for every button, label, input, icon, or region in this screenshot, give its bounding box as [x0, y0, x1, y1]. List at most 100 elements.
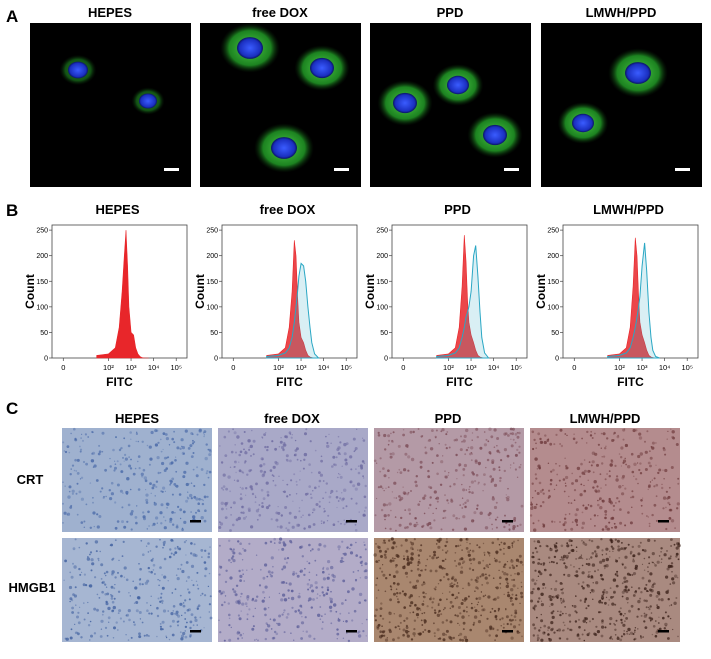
ihc-texture	[601, 558, 606, 563]
ihc-texture	[158, 584, 160, 587]
ihc-texture	[392, 582, 396, 585]
ihc-texture	[621, 582, 624, 585]
ihc-texture	[581, 557, 584, 560]
ihc-texture	[658, 598, 661, 601]
ihc-texture	[308, 485, 312, 488]
ihc-texture	[676, 507, 679, 510]
ihc-texture	[594, 554, 598, 558]
ihc-texture	[345, 461, 348, 464]
ihc-texture	[271, 571, 274, 574]
ihc-texture	[224, 454, 228, 457]
ihc-texture	[391, 439, 394, 442]
ihc-texture	[335, 456, 338, 459]
ihc-texture	[549, 442, 553, 446]
ihc-texture	[453, 578, 457, 582]
ihc-texture	[262, 497, 266, 500]
ihc-texture	[382, 573, 386, 577]
ihc-texture	[496, 628, 499, 632]
ihc-texture	[488, 511, 491, 514]
ihc-texture	[614, 624, 616, 626]
ihc-texture	[565, 475, 569, 480]
ihc-texture	[152, 569, 155, 571]
ihc-texture	[257, 639, 259, 642]
ihc-texture	[556, 473, 559, 476]
ihc-texture	[247, 507, 251, 511]
ihc-texture	[392, 431, 395, 434]
ihc-texture	[263, 607, 267, 611]
ihc-texture	[428, 521, 432, 526]
ihc-texture	[417, 554, 421, 557]
ihc-texture	[493, 483, 498, 487]
ihc-texture	[238, 569, 241, 573]
ihc-texture	[404, 538, 408, 542]
ihc-texture	[468, 490, 471, 494]
ihc-texture	[661, 483, 663, 485]
ihc-texture	[608, 521, 611, 524]
ihc-texture	[315, 503, 319, 506]
ihc-texture	[175, 525, 179, 529]
ihc-texture	[570, 564, 572, 566]
ihc-texture	[339, 497, 342, 500]
ihc-texture	[103, 496, 105, 498]
ihc-texture	[293, 639, 295, 641]
x-tick-label: 10³	[466, 363, 477, 372]
ihc-texture	[537, 432, 541, 436]
ihc-texture	[398, 495, 401, 498]
ihc-texture	[241, 470, 244, 474]
ihc-texture	[181, 614, 183, 617]
ihc-texture	[465, 448, 469, 452]
ihc-texture	[471, 549, 475, 553]
ihc-texture	[257, 508, 260, 511]
ihc-texture	[627, 543, 630, 546]
ihc-texture	[632, 594, 636, 597]
ihc-texture	[207, 552, 211, 555]
ihc-texture	[138, 563, 140, 565]
y-tick-label: 0	[555, 356, 559, 363]
ihc-texture	[426, 524, 430, 527]
ihc-texture	[379, 555, 383, 558]
ihc-texture	[262, 462, 266, 466]
ihc-texture	[80, 521, 84, 524]
ihc-texture	[320, 459, 323, 463]
chart-title: PPD	[444, 202, 471, 217]
ihc-texture	[291, 590, 293, 592]
ihc-texture	[550, 588, 553, 590]
ihc-texture	[419, 609, 422, 611]
ihc-texture	[162, 546, 164, 549]
ihc-texture	[427, 469, 430, 473]
ihc-texture	[456, 478, 458, 480]
ihc-texture	[274, 447, 277, 451]
ihc-texture	[619, 521, 623, 525]
ihc-texture	[195, 497, 199, 501]
chart-title: free DOX	[260, 202, 316, 217]
ihc-texture	[329, 597, 331, 599]
ihc-texture	[64, 559, 67, 563]
ihc-texture	[621, 542, 623, 544]
ihc-texture	[169, 482, 172, 485]
ihc-texture	[424, 446, 427, 449]
ihc-texture	[565, 466, 568, 470]
ihc-texture	[410, 457, 415, 462]
ihc-texture	[651, 552, 655, 556]
ihc-texture	[324, 613, 326, 615]
ihc-texture	[70, 575, 74, 579]
ihc-texture	[373, 459, 377, 463]
ihc-texture	[505, 608, 507, 611]
ihc-texture	[200, 549, 204, 552]
ihc-texture	[571, 548, 575, 553]
ihc-texture	[100, 563, 104, 567]
ihc-texture	[421, 525, 424, 528]
y-tick-label: 250	[547, 228, 559, 235]
ihc-texture	[508, 528, 511, 531]
ihc-texture	[238, 632, 241, 634]
ihc-texture	[123, 525, 127, 529]
ihc-texture	[403, 557, 406, 561]
ihc-texture	[174, 612, 177, 615]
ihc-texture	[398, 468, 401, 471]
ihc-texture	[111, 570, 115, 574]
ihc-texture	[670, 519, 675, 523]
ihc-texture	[364, 506, 367, 509]
ihc-texture	[674, 574, 678, 578]
chart-title: HEPES	[95, 202, 139, 217]
ihc-texture	[537, 464, 541, 468]
